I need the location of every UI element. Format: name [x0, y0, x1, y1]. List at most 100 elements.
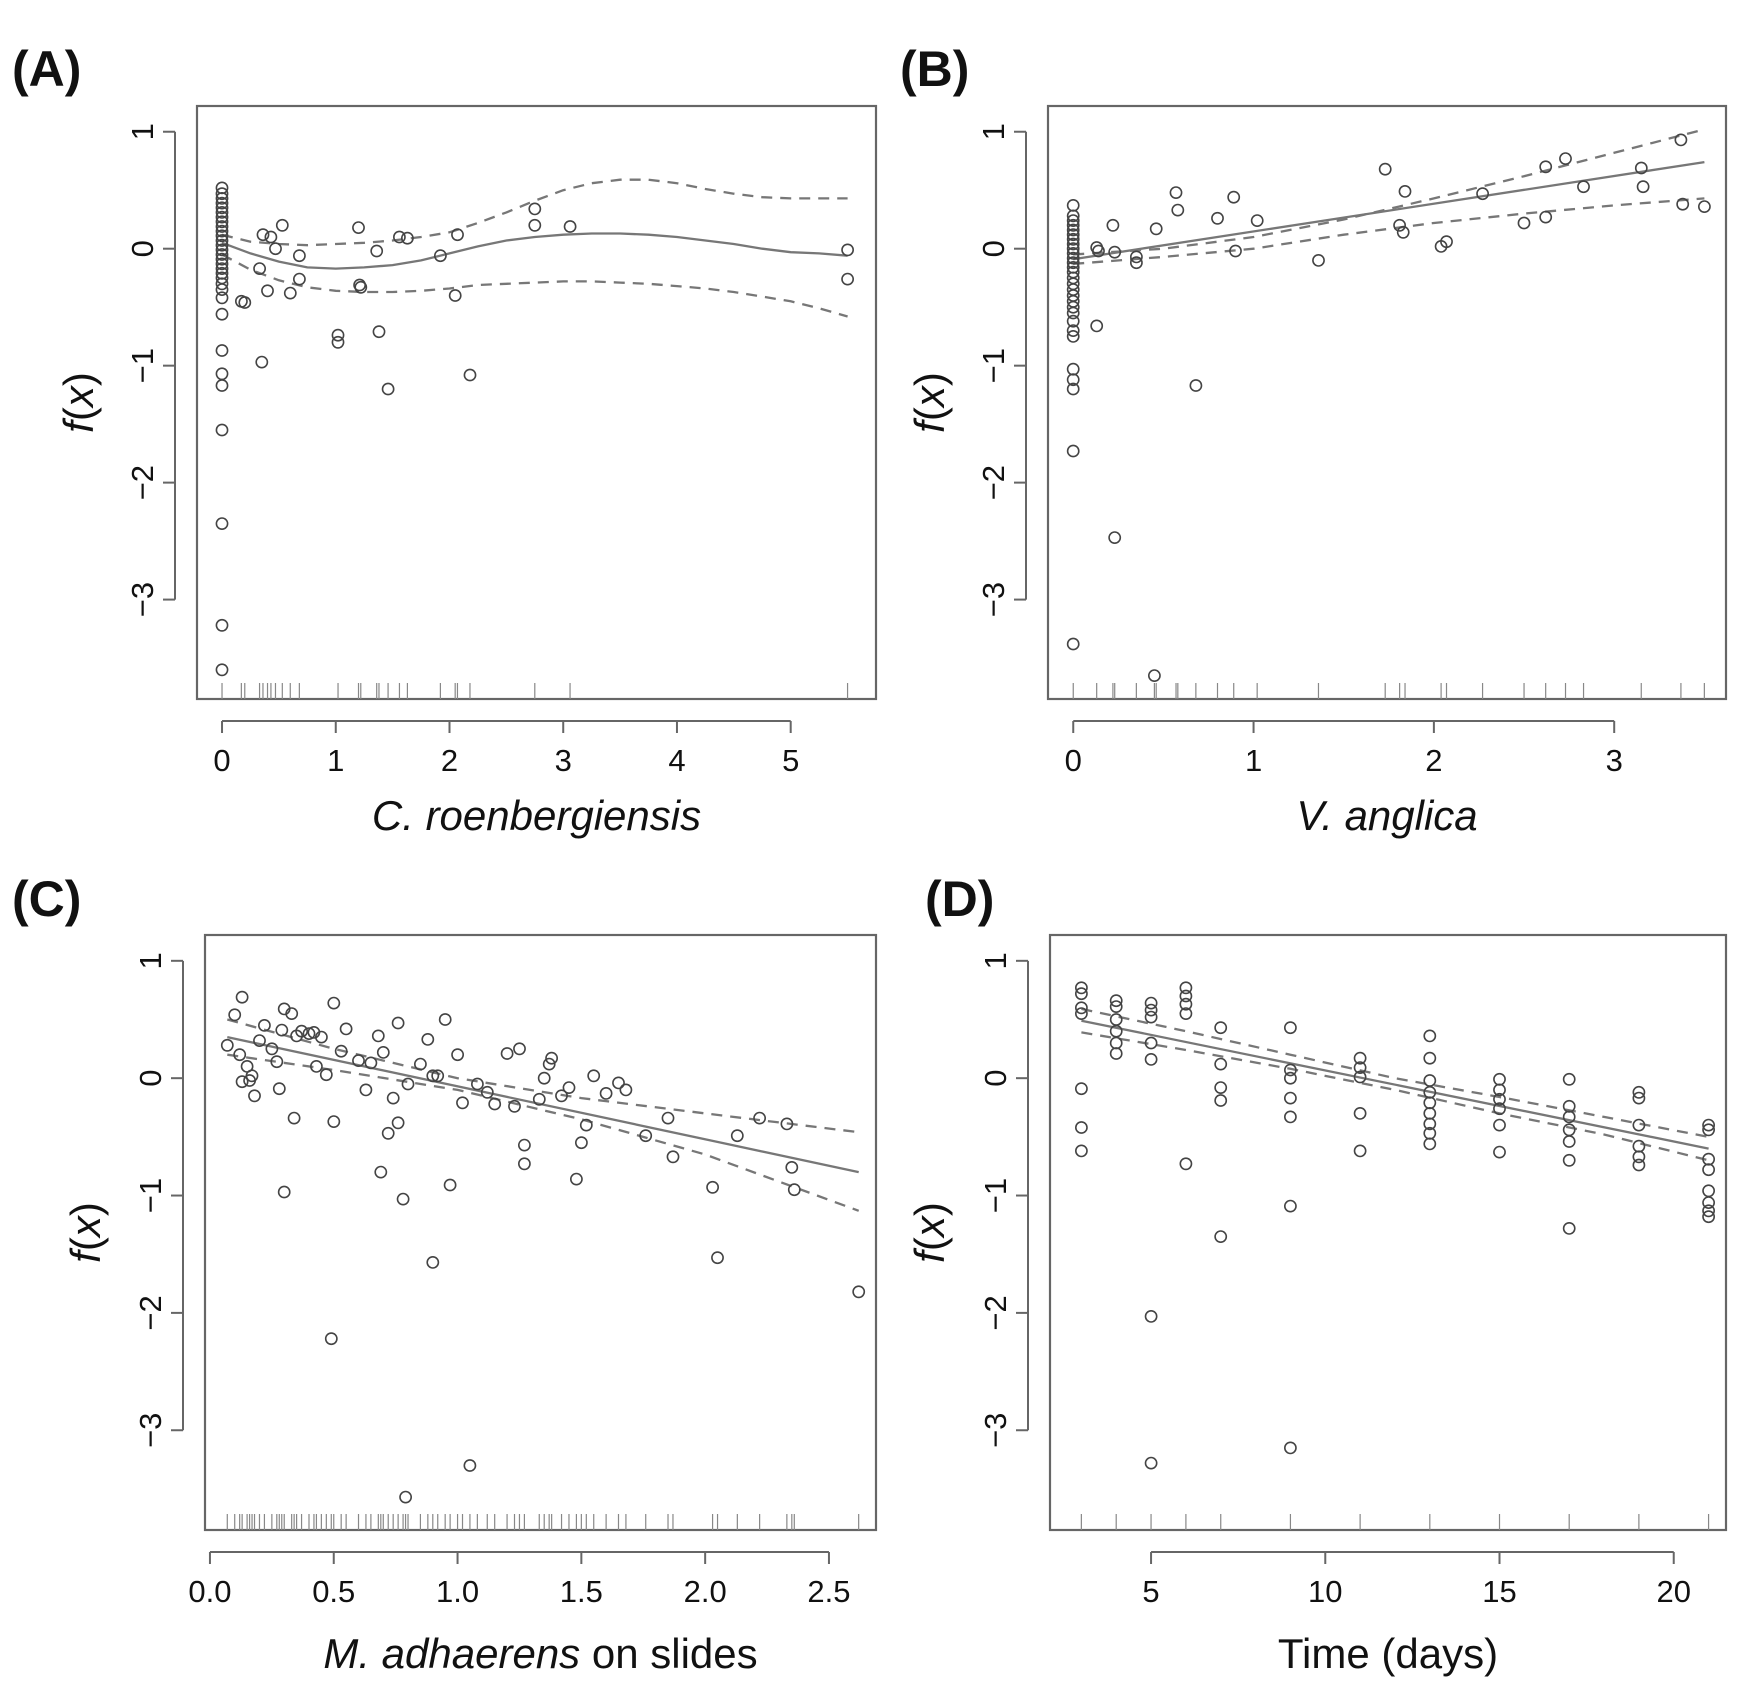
- data-point: [215, 234, 229, 247]
- data-point: [376, 1046, 390, 1059]
- data-point: [1493, 1083, 1506, 1097]
- data-point: [1353, 1061, 1367, 1074]
- fitted-line: [221, 232, 848, 270]
- x-tick-label: 1.5: [560, 1574, 603, 1609]
- data-point: [215, 201, 229, 215]
- y-tick-label: −1: [125, 348, 160, 383]
- data-point: [1423, 1137, 1437, 1151]
- data-point: [314, 1030, 328, 1044]
- lower-confidence-band: [227, 1053, 860, 1212]
- data-point: [215, 229, 229, 243]
- data-point: [1144, 1003, 1158, 1017]
- data-point: [331, 335, 345, 349]
- data-point: [1214, 1021, 1228, 1035]
- data-point: [1398, 184, 1412, 198]
- x-tick-label: 15: [1482, 1574, 1516, 1609]
- data-point: [661, 1111, 675, 1125]
- y-axis-title-part: ): [62, 1202, 109, 1216]
- data-point: [1353, 1144, 1367, 1158]
- data-point: [215, 215, 229, 229]
- data-point: [780, 1117, 794, 1131]
- x-tick-label: 3: [555, 743, 572, 778]
- data-point: [1632, 1158, 1646, 1172]
- data-point: [1075, 981, 1088, 995]
- data-point: [391, 1016, 405, 1030]
- data-point: [1092, 244, 1105, 258]
- data-point: [220, 1038, 234, 1052]
- data-point: [753, 1111, 766, 1125]
- data-point: [319, 1068, 333, 1082]
- y-tick-label: 1: [976, 123, 1011, 140]
- y-tick-label: 1: [125, 123, 160, 140]
- data-point: [396, 1192, 410, 1206]
- data-point: [1066, 362, 1080, 376]
- x-axis-title: Time (days): [1278, 1630, 1498, 1677]
- data-point: [1066, 306, 1080, 320]
- data-point: [1075, 1121, 1088, 1134]
- data-point: [1130, 250, 1143, 264]
- data-point: [1144, 1456, 1158, 1470]
- data-point: [1214, 1094, 1228, 1107]
- data-point: [255, 355, 269, 369]
- data-point: [1189, 379, 1203, 392]
- panel-label: (D): [925, 871, 994, 927]
- data-point: [1066, 232, 1080, 246]
- data-point: [1396, 225, 1410, 239]
- data-point: [309, 1060, 323, 1073]
- data-point: [381, 1126, 395, 1140]
- lower-confidence-band: [1081, 1031, 1709, 1162]
- data-point: [275, 218, 289, 232]
- y-tick-label: −2: [978, 1295, 1013, 1330]
- data-point: [537, 1071, 551, 1085]
- data-point: [1353, 1051, 1367, 1065]
- data-point: [1676, 197, 1690, 211]
- upper-confidence-band: [226, 1018, 859, 1134]
- data-point: [1227, 190, 1241, 204]
- y-tick-label: 0: [978, 1070, 1013, 1087]
- y-tick-label: −2: [125, 465, 160, 500]
- data-point: [1066, 324, 1080, 337]
- data-point: [1075, 987, 1088, 1001]
- data-point: [261, 284, 274, 298]
- y-axis-title: f(x): [55, 372, 102, 433]
- x-axis-title: M. adhaerens on slides: [323, 1630, 757, 1677]
- data-point: [1674, 133, 1688, 147]
- data-point: [215, 618, 229, 632]
- data-point: [1144, 1053, 1158, 1066]
- data-point: [1066, 228, 1080, 242]
- upper-confidence-band: [1073, 128, 1705, 256]
- data-point: [570, 1172, 583, 1186]
- data-point: [1440, 235, 1453, 249]
- data-point: [215, 283, 229, 296]
- data-point: [215, 243, 229, 257]
- data-point: [787, 1183, 801, 1197]
- data-point: [1130, 256, 1143, 270]
- panel-a: (A) 0 1 2 3 4 5 −3 −2 −1 0 1 C. roenbergiensis f(x): [12, 41, 878, 839]
- data-point: [545, 1051, 558, 1065]
- data-point: [1066, 223, 1080, 237]
- x-tick-label: 3: [1606, 743, 1623, 778]
- panel-label: (B): [900, 41, 969, 97]
- data-point: [215, 252, 229, 266]
- data-point: [1284, 1199, 1297, 1213]
- data-point: [579, 1118, 593, 1132]
- data-point: [1493, 1118, 1506, 1132]
- data-point: [1066, 242, 1080, 256]
- y-axis-title: f(x): [62, 1202, 109, 1263]
- data-point: [1284, 1091, 1297, 1105]
- upper-confidence-band: [221, 178, 848, 247]
- data-point: [1169, 186, 1183, 199]
- y-tick-label: −1: [133, 1178, 168, 1213]
- data-point: [1214, 1057, 1228, 1071]
- data-point: [1109, 1013, 1123, 1026]
- data-point: [1066, 214, 1080, 227]
- x-axis-title-part: Time (days): [1278, 1630, 1498, 1677]
- x-tick-label: 0.5: [312, 1574, 355, 1609]
- data-point: [265, 1042, 279, 1056]
- x-tick-label: 10: [1308, 1574, 1342, 1609]
- data-point: [463, 1459, 477, 1472]
- lower-confidence-band: [221, 253, 848, 318]
- data-point: [1632, 1139, 1646, 1153]
- data-point: [706, 1180, 719, 1194]
- data-point: [215, 187, 229, 201]
